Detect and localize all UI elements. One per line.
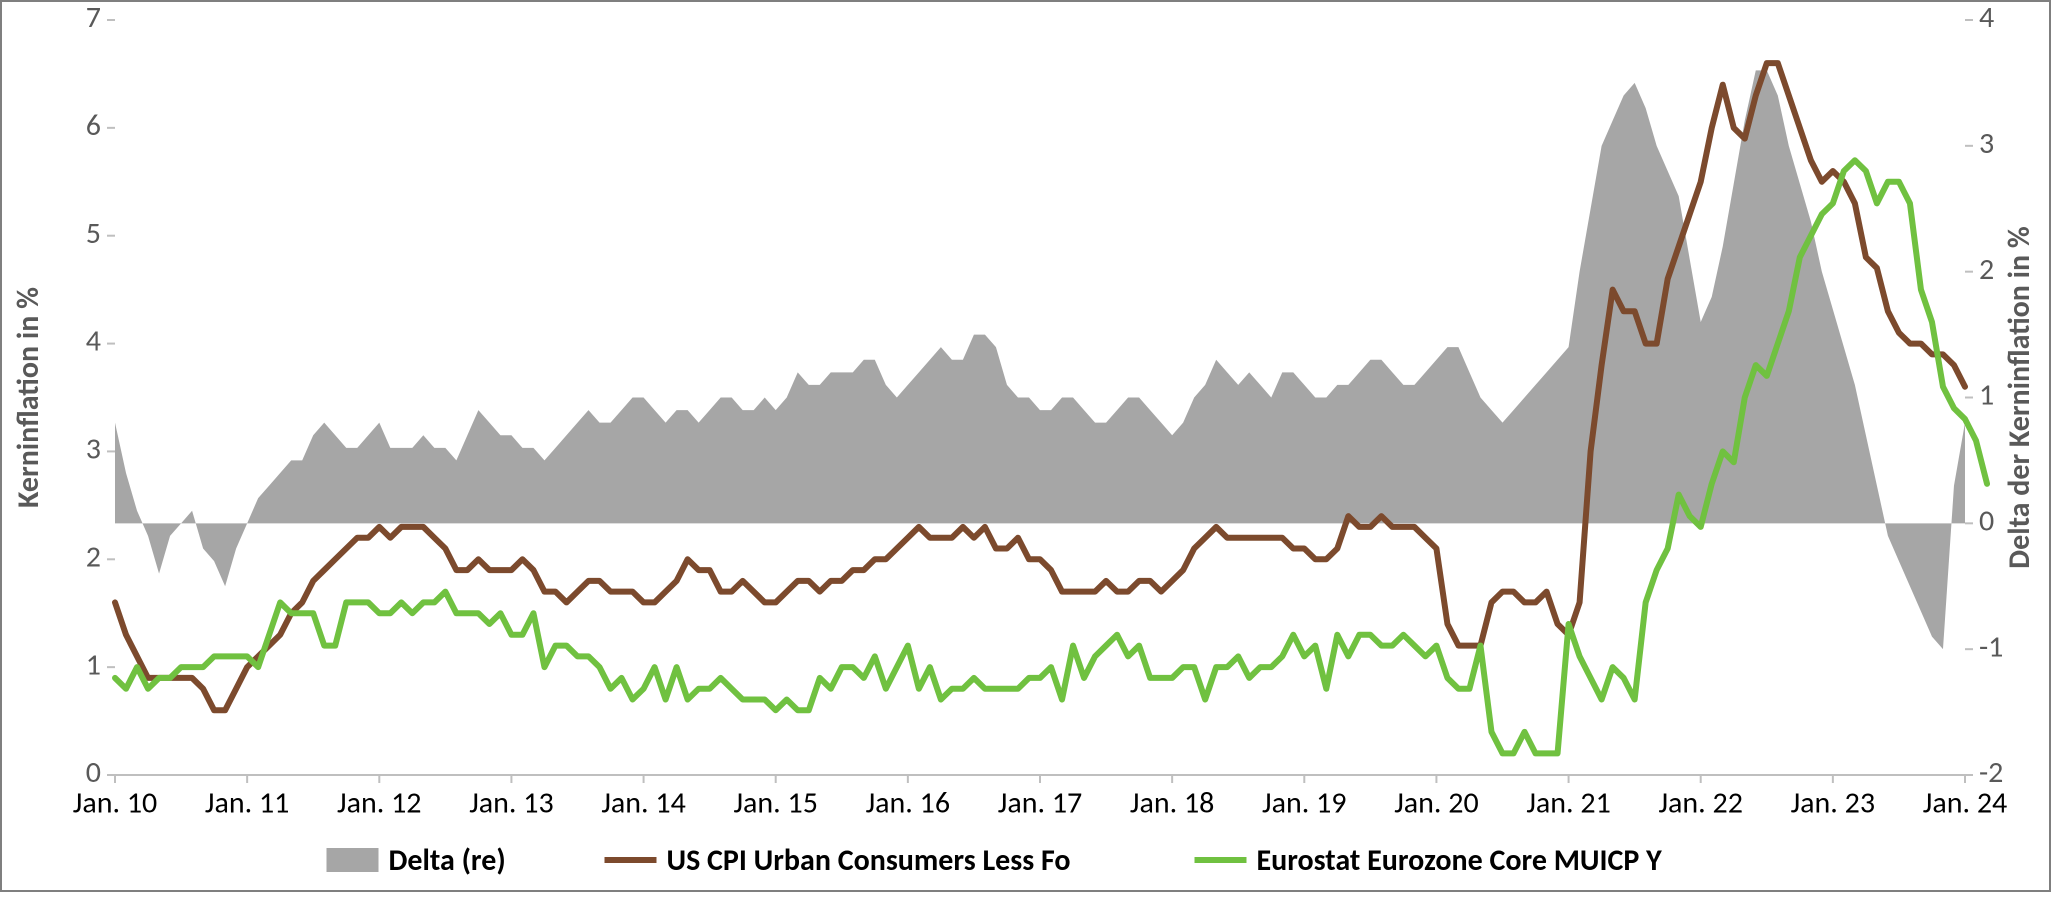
y-left-tick-label: 4	[86, 323, 101, 360]
y-right-tick-label: 2	[1979, 251, 1994, 288]
x-tick-label: Jan. 23	[1791, 785, 1875, 822]
legend-label: US CPI Urban Consumers Less Fo	[667, 842, 1071, 879]
x-tick-label: Jan. 12	[337, 785, 421, 822]
x-tick-label: Jan. 16	[866, 785, 950, 822]
y-right-tick-label: 4	[1979, 0, 1994, 36]
x-tick-label: Jan. 18	[1130, 785, 1214, 822]
x-tick-label: Jan. 19	[1262, 785, 1346, 822]
y-left-tick-label: 6	[86, 107, 101, 144]
x-tick-label: Jan. 20	[1394, 785, 1478, 822]
y-left-tick-label: 5	[86, 215, 101, 252]
y-left-tick-label: 1	[86, 646, 101, 683]
x-tick-label: Jan. 14	[601, 785, 685, 822]
x-tick-label: Jan. 13	[469, 785, 553, 822]
legend-label: Delta (re)	[389, 842, 506, 879]
inflation-chart: 01234567Kerninflation in %-2-101234Delta…	[0, 0, 2051, 897]
y-right-axis-title: Delta der Kerninflation in %	[2001, 226, 2038, 569]
x-tick-label: Jan. 17	[998, 785, 1082, 822]
x-tick-label: Jan. 11	[205, 785, 289, 822]
y-left-tick-label: 3	[86, 431, 101, 468]
y-right-tick-label: -1	[1979, 628, 2003, 665]
y-left-axis-title: Kerninflation in %	[10, 287, 47, 508]
x-tick-label: Jan. 24	[1923, 785, 2007, 822]
y-left-tick-label: 7	[86, 0, 101, 36]
x-tick-label: Jan. 10	[73, 785, 157, 822]
chart-svg: 01234567Kerninflation in %-2-101234Delta…	[0, 0, 2051, 892]
y-right-tick-label: 3	[1979, 125, 1994, 162]
legend-label: Eurostat Eurozone Core MUICP Y	[1257, 842, 1663, 879]
y-right-tick-label: 0	[1979, 502, 1994, 539]
x-tick-label: Jan. 22	[1658, 785, 1742, 822]
y-left-tick-label: 2	[86, 538, 101, 575]
x-tick-label: Jan. 21	[1526, 785, 1610, 822]
x-tick-label: Jan. 15	[733, 785, 817, 822]
legend-swatch	[327, 848, 379, 872]
y-right-tick-label: 1	[1979, 377, 1994, 414]
